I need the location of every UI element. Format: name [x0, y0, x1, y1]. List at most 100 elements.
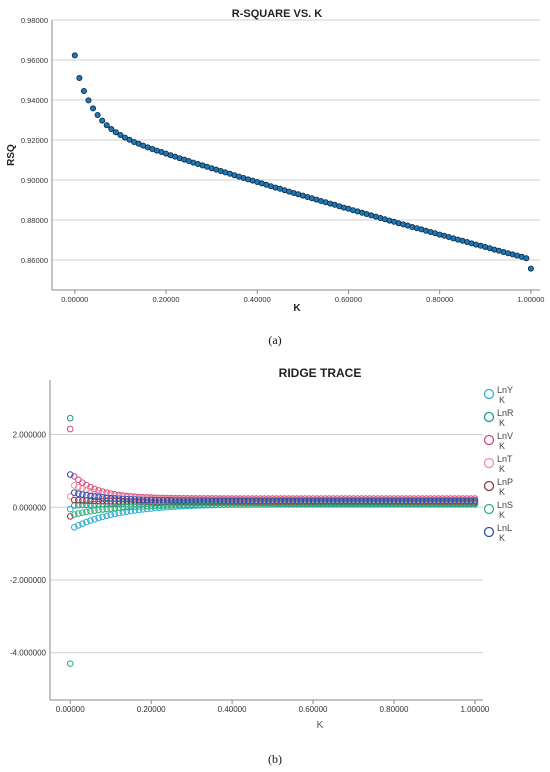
ridge-point-lnr	[83, 501, 90, 509]
ridge-point-lnl	[83, 491, 90, 499]
ridge-point-lnl	[342, 497, 349, 505]
ridge-point-lnl	[249, 497, 256, 504]
ridge-point-lns	[212, 501, 220, 508]
ridge-point-lnl	[240, 497, 248, 504]
ridge-point-lns	[249, 501, 256, 508]
ridge-point-lnl	[378, 497, 386, 505]
ridge-point-lns	[455, 501, 463, 508]
ridge-point-lnl	[447, 497, 454, 505]
ridge-point-lnp	[95, 497, 102, 505]
ridge-point-lnl	[350, 497, 357, 505]
ridge-point-lnl	[463, 497, 471, 505]
rsq-x-tick-label: 0.60000	[335, 295, 362, 304]
rsq-x-axis-label: K	[293, 303, 301, 314]
ridge-x-tick-label: 0.20000	[137, 705, 166, 714]
ridge-point-lns	[297, 501, 305, 508]
ridge-point-lnl	[188, 497, 195, 504]
ridge-point-lnl	[87, 492, 94, 500]
rsq-y-axis-label: RSQ	[6, 144, 17, 166]
rsq-y-tick-label: 0.86000	[21, 256, 48, 265]
ridge-point-lns	[467, 501, 475, 508]
ridge-x-tick-label: 0.40000	[218, 705, 247, 714]
ridge-point-lns	[447, 501, 454, 508]
ridge-point-lnl	[374, 497, 382, 505]
ridge-point-lns	[200, 501, 208, 509]
legend-label-lns: LnS	[497, 500, 513, 510]
ridge-point-lnt	[75, 483, 82, 491]
rsq-x-tick-label: 0.20000	[152, 295, 179, 304]
ridge-point-lnl	[471, 497, 479, 505]
legend-marker-lny	[483, 388, 495, 400]
ridge-y-tick-label: -4.000000	[10, 649, 47, 658]
ridge-point-lnl	[99, 494, 106, 501]
ridge-point-lnl	[394, 497, 402, 505]
ridge-point-lnl	[244, 497, 252, 504]
legend-marker-lnr	[483, 411, 495, 423]
ridge-point-lnl	[410, 497, 418, 505]
ridge-point-lns	[342, 501, 349, 508]
legend-label-lny: LnY	[497, 385, 513, 395]
ridge-point-lnl	[196, 497, 204, 504]
ridge-point-lnl	[439, 497, 446, 505]
ridge-point-lnl	[111, 495, 119, 502]
ridge-point-lns	[87, 507, 94, 515]
legend-marker-lnt	[483, 457, 495, 469]
ridge-point-lns	[329, 501, 337, 508]
ridge-point-lnl	[253, 497, 260, 504]
ridge-point-lns	[75, 510, 82, 517]
ridge-point-lnl	[382, 497, 390, 505]
ridge-point-lnl	[131, 496, 139, 503]
ridge-point-lns	[176, 501, 183, 509]
ridge-point-lns	[261, 501, 268, 508]
ridge-point-lny	[99, 513, 106, 521]
ridge-point-lns	[334, 501, 341, 508]
ridge-point-lnl	[414, 497, 422, 505]
ridge-point-lns	[111, 504, 119, 512]
ridge-x-tick-label: 0.60000	[299, 705, 328, 714]
ridge-point-lnl	[293, 497, 301, 505]
ridge-point-lns	[172, 501, 179, 509]
rsq-point	[94, 112, 101, 119]
ridge-point-lns	[95, 506, 102, 514]
ridge-point-lnl	[451, 497, 458, 505]
ridge-point-lns	[354, 501, 361, 508]
rsq-point	[76, 75, 83, 82]
ridge-point-lnv	[75, 476, 82, 484]
ridge-x-axis-label: K	[317, 720, 324, 731]
ridge-point-lny	[127, 507, 135, 515]
legend-marker-lnp	[483, 480, 495, 492]
ridge-point-lnt	[66, 493, 74, 500]
rsq-y-tick-label: 0.92000	[21, 136, 48, 145]
ridge-point-lns	[439, 501, 446, 508]
legend-label-lnp: LnP	[497, 477, 513, 487]
ridge-point-lnr	[87, 501, 94, 508]
ridge-point-lns	[309, 501, 317, 508]
ridge-point-lnl	[151, 496, 159, 504]
ridge-point-lns	[435, 501, 442, 508]
ridge-point-lns	[301, 501, 309, 508]
rsq-y-tick-label: 0.88000	[21, 216, 48, 225]
ridge-point-lnl	[370, 497, 378, 505]
legend-sublabel-lnl: K	[499, 533, 505, 543]
ridge-point-lns	[184, 501, 191, 509]
ridge-point-lnl	[139, 496, 147, 504]
ridge-point-lnl	[418, 497, 426, 505]
ridge-point-lns	[269, 501, 276, 508]
ridge-point-lns	[362, 501, 369, 508]
ridge-point-lny	[75, 522, 82, 529]
ridge-point-lns	[168, 501, 175, 509]
rsq-point	[99, 117, 106, 124]
ridge-point-lnt	[127, 494, 135, 501]
ridge-point-lns	[70, 511, 78, 518]
ridge-point-lnl	[164, 496, 171, 504]
rsq-point	[90, 105, 97, 112]
rsq-point	[103, 122, 110, 129]
ridge-point-lnl	[200, 497, 208, 504]
legend-marker-lns	[483, 503, 495, 515]
ridge-point-lnr	[66, 414, 74, 422]
ridge-point-lnl	[143, 496, 151, 504]
ridge-point-lns	[346, 501, 353, 508]
ridge-point-lny	[87, 517, 94, 524]
ridge-point-lns	[143, 502, 151, 510]
ridge-point-lns	[253, 501, 260, 508]
